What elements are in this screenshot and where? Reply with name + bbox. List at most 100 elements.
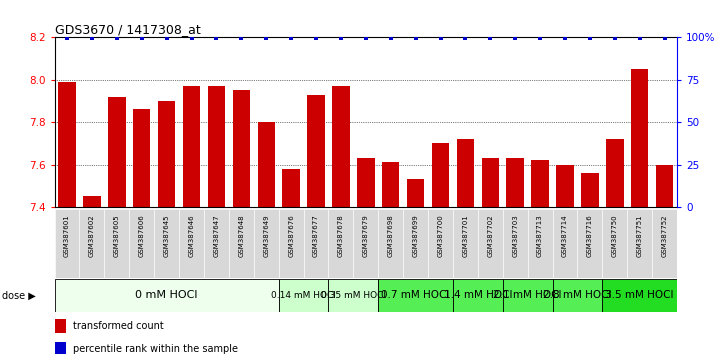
Point	[659, 35, 670, 41]
Text: 2.8 mM HOCl: 2.8 mM HOCl	[543, 290, 612, 301]
Bar	[55, 209, 79, 278]
Text: GSM387677: GSM387677	[313, 215, 319, 257]
Text: dose ▶: dose ▶	[2, 290, 36, 301]
Text: GSM387647: GSM387647	[213, 215, 219, 257]
Bar	[482, 158, 499, 207]
Bar	[279, 279, 328, 312]
Text: GSM387703: GSM387703	[513, 215, 518, 257]
Text: GDS3670 / 1417308_at: GDS3670 / 1417308_at	[55, 23, 200, 36]
Bar	[528, 209, 553, 278]
Point	[186, 35, 197, 41]
Text: GSM387698: GSM387698	[388, 215, 394, 257]
Bar	[631, 69, 649, 207]
Bar	[556, 165, 574, 207]
Bar	[503, 279, 553, 312]
Bar	[577, 209, 602, 278]
Bar	[55, 319, 66, 333]
Bar	[379, 279, 453, 312]
Text: 0.14 mM HOCl: 0.14 mM HOCl	[271, 291, 336, 300]
Text: GSM387602: GSM387602	[89, 215, 95, 257]
Point	[584, 35, 596, 41]
Bar	[553, 279, 602, 312]
Point	[161, 35, 173, 41]
Bar	[233, 90, 250, 207]
Text: GSM387752: GSM387752	[662, 215, 668, 257]
Text: transformed count: transformed count	[74, 321, 164, 331]
Point	[559, 35, 571, 41]
Bar	[628, 209, 652, 278]
Point	[360, 35, 372, 41]
Bar	[229, 209, 254, 278]
Text: 2.1 mM HOCl: 2.1 mM HOCl	[494, 290, 562, 301]
Point	[510, 35, 521, 41]
Point	[459, 35, 471, 41]
Text: GSM387716: GSM387716	[587, 215, 593, 257]
Point	[261, 35, 272, 41]
Bar	[503, 209, 528, 278]
Bar	[379, 209, 403, 278]
Bar	[158, 101, 175, 207]
Bar	[328, 279, 379, 312]
Bar	[453, 279, 503, 312]
Text: GSM387646: GSM387646	[189, 215, 194, 257]
Bar	[353, 209, 379, 278]
Point	[111, 35, 123, 41]
Point	[435, 35, 446, 41]
Bar	[130, 209, 154, 278]
Point	[310, 35, 322, 41]
Text: GSM387701: GSM387701	[462, 215, 468, 257]
Text: GSM387649: GSM387649	[264, 215, 269, 257]
Bar	[531, 160, 549, 207]
Point	[236, 35, 248, 41]
Bar	[553, 209, 577, 278]
Point	[534, 35, 546, 41]
Text: percentile rank within the sample: percentile rank within the sample	[74, 344, 238, 354]
Bar	[183, 86, 200, 207]
Bar	[382, 162, 400, 207]
Text: 0 mM HOCl: 0 mM HOCl	[135, 290, 198, 301]
Bar	[602, 279, 677, 312]
Bar	[133, 109, 151, 207]
Bar	[108, 97, 125, 207]
Text: GSM387702: GSM387702	[487, 215, 494, 257]
Point	[609, 35, 621, 41]
Text: GSM387606: GSM387606	[139, 215, 145, 257]
Bar	[478, 209, 503, 278]
Bar	[79, 209, 104, 278]
Text: GSM387648: GSM387648	[238, 215, 245, 257]
Bar	[581, 173, 598, 207]
Bar	[403, 209, 428, 278]
Text: GSM387700: GSM387700	[438, 215, 443, 257]
Bar	[357, 158, 374, 207]
Point	[335, 35, 347, 41]
Bar	[453, 209, 478, 278]
Bar	[432, 143, 449, 207]
Text: GSM387678: GSM387678	[338, 215, 344, 257]
Bar	[332, 86, 349, 207]
Point	[634, 35, 646, 41]
Text: 3.5 mM HOCl: 3.5 mM HOCl	[606, 290, 674, 301]
Bar	[55, 342, 66, 354]
Bar	[55, 279, 279, 312]
Point	[210, 35, 222, 41]
Point	[61, 35, 73, 41]
Bar	[652, 209, 677, 278]
Text: GSM387751: GSM387751	[637, 215, 643, 257]
Bar	[58, 82, 76, 207]
Bar	[407, 179, 424, 207]
Bar	[428, 209, 453, 278]
Text: GSM387699: GSM387699	[413, 215, 419, 257]
Text: GSM387679: GSM387679	[363, 215, 369, 257]
Point	[285, 35, 297, 41]
Text: GSM387750: GSM387750	[612, 215, 618, 257]
Bar	[104, 209, 130, 278]
Bar	[307, 95, 325, 207]
Bar	[83, 196, 100, 207]
Bar	[602, 209, 628, 278]
Point	[410, 35, 422, 41]
Text: GSM387676: GSM387676	[288, 215, 294, 257]
Text: 1.4 mM HOCl: 1.4 mM HOCl	[443, 290, 512, 301]
Bar	[179, 209, 204, 278]
Bar	[656, 165, 673, 207]
Bar	[304, 209, 328, 278]
